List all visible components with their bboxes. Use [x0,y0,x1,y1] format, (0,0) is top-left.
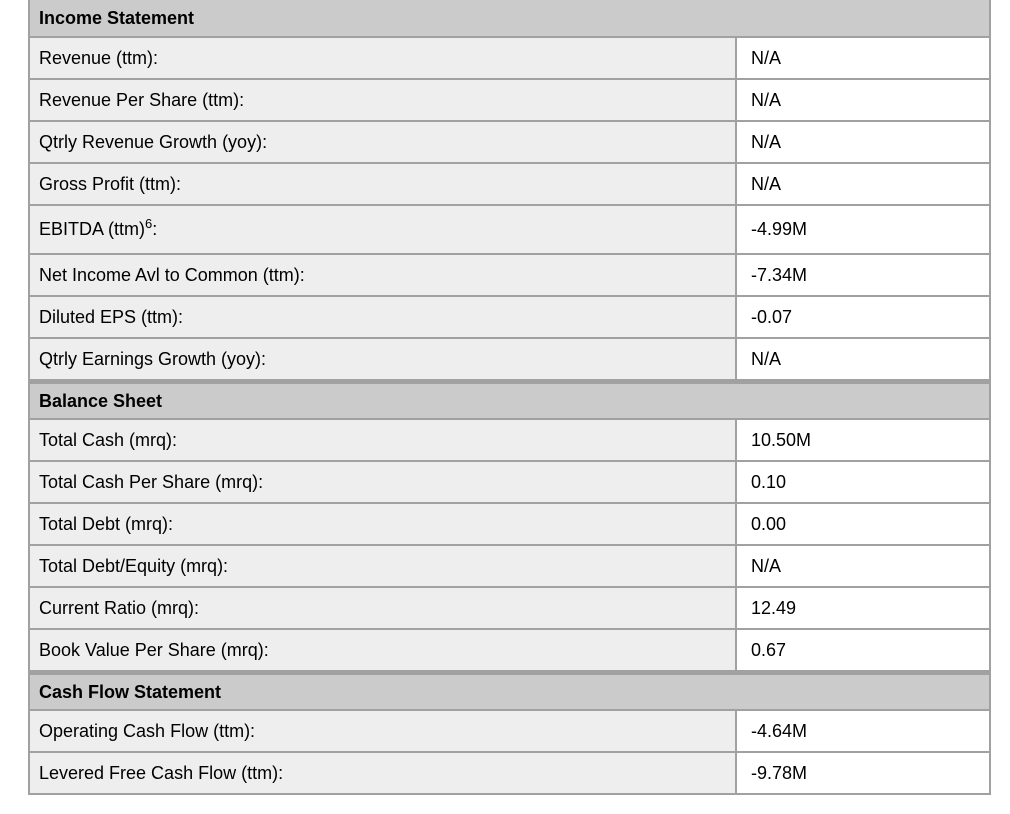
section-header-cell: Balance Sheet [27,379,992,420]
stat-label-cell: Levered Free Cash Flow (ttm): [28,751,737,795]
stat-row: Revenue (ttm): N/A [28,36,992,80]
stat-value: -4.99M [751,219,808,239]
stat-label: Total Cash (mrq): [39,429,178,450]
stat-label-cell: Qtrly Earnings Growth (yoy): [28,337,737,383]
stat-label-cell: Qtrly Revenue Growth (yoy): [28,120,737,164]
stat-label: Book Value Per Share (mrq): [39,639,269,660]
stat-label-suffix: : [152,219,158,239]
section-header-row: Balance Sheet [27,379,992,420]
financial-stats-table: Income Statement Revenue (ttm): N/A Reve… [27,0,992,795]
stat-label: Qtrly Revenue Growth (yoy): [39,131,268,152]
stat-row: EBITDA (ttm)6: -4.99M [28,204,992,255]
stat-row: Total Debt/Equity (mrq): N/A [28,544,992,588]
stat-label-cell: Total Cash (mrq): [28,418,737,462]
stat-label-cell: Operating Cash Flow (ttm): [28,709,737,753]
stat-row: Total Debt (mrq): 0.00 [28,502,992,546]
stat-label: EBITDA (ttm) [39,219,146,239]
stat-value-cell: N/A [734,78,992,122]
stat-label: Net Income Avl to Common (ttm): [39,264,305,285]
stat-label: Current Ratio (mrq): [39,597,200,618]
stat-value: 0.00 [751,513,787,534]
stat-value-cell: 0.67 [734,628,992,674]
stat-label-cell: Total Debt/Equity (mrq): [28,544,737,588]
stat-value-cell: N/A [734,120,992,164]
stat-label-cell: Diluted EPS (ttm): [28,295,737,339]
stat-value: 10.50M [751,429,812,450]
stat-value: N/A [751,348,782,369]
stat-row: Total Cash Per Share (mrq): 0.10 [28,460,992,504]
stat-value-cell: N/A [734,36,992,80]
stat-label: Qtrly Earnings Growth (yoy): [39,348,267,369]
stat-row: Qtrly Earnings Growth (yoy): N/A [28,337,992,383]
stat-row: Total Cash (mrq): 10.50M [28,418,992,462]
stat-value: N/A [751,173,782,194]
stat-label: Total Cash Per Share (mrq): [39,471,264,492]
stat-row: Revenue Per Share (ttm): N/A [28,78,992,122]
stat-label: Diluted EPS (ttm): [39,306,184,327]
stat-label: Total Debt/Equity (mrq): [39,555,229,576]
stat-label-cell: EBITDA (ttm)6: [28,204,737,255]
stat-label-cell: Total Debt (mrq): [28,502,737,546]
section-header-cell: Cash Flow Statement [27,670,992,711]
footnote-superscript: 6 [145,216,153,231]
section-title: Income Statement [39,7,195,28]
stat-value-cell: 0.00 [734,502,992,546]
stat-label-cell: Total Cash Per Share (mrq): [28,460,737,504]
stat-label: Revenue Per Share (ttm): [39,89,245,110]
stat-row: Qtrly Revenue Growth (yoy): N/A [28,120,992,164]
stat-value-cell: 12.49 [734,586,992,630]
stat-value: N/A [751,555,782,576]
section-header-row: Income Statement [27,0,992,38]
stat-label: Revenue (ttm): [39,47,159,68]
stat-value-cell: -4.99M [734,204,992,255]
stat-value: 12.49 [751,597,797,618]
stat-value-cell: -9.78M [734,751,992,795]
section-title: Cash Flow Statement [39,681,222,702]
stat-value: -0.07 [751,306,793,327]
stat-row: Book Value Per Share (mrq): 0.67 [28,628,992,674]
stat-value: N/A [751,47,782,68]
stat-label-cell: Gross Profit (ttm): [28,162,737,206]
stat-value-cell: -0.07 [734,295,992,339]
section-header-row: Cash Flow Statement [27,670,992,711]
stat-label-cell: Book Value Per Share (mrq): [28,628,737,674]
stat-value: N/A [751,131,782,152]
stat-label: Levered Free Cash Flow (ttm): [39,762,284,783]
stat-value: -4.64M [751,720,808,741]
stat-value-cell: 0.10 [734,460,992,504]
stat-label: Total Debt (mrq): [39,513,174,534]
stat-value-cell: N/A [734,544,992,588]
stat-value: -9.78M [751,762,808,783]
stat-label-cell: Revenue (ttm): [28,36,737,80]
stat-value: 0.67 [751,639,787,660]
stat-label: Gross Profit (ttm): [39,173,182,194]
stat-row: Diluted EPS (ttm): -0.07 [28,295,992,339]
stat-row: Levered Free Cash Flow (ttm): -9.78M [28,751,992,795]
stat-row: Gross Profit (ttm): N/A [28,162,992,206]
stat-label: Operating Cash Flow (ttm): [39,720,256,741]
stat-row: Operating Cash Flow (ttm): -4.64M [28,709,992,753]
stat-value: N/A [751,89,782,110]
stat-label-cell: Net Income Avl to Common (ttm): [28,253,737,297]
stat-value-cell: -7.34M [734,253,992,297]
stat-value-cell: 10.50M [734,418,992,462]
stat-label-cell: Revenue Per Share (ttm): [28,78,737,122]
financial-stats-table-body: Income Statement Revenue (ttm): N/A Reve… [27,0,992,795]
section-header-cell: Income Statement [27,0,992,38]
stat-value: 0.10 [751,471,787,492]
stat-value-cell: N/A [734,162,992,206]
stat-value-cell: -4.64M [734,709,992,753]
section-title: Balance Sheet [39,390,163,411]
stat-value-cell: N/A [734,337,992,383]
stat-row: Current Ratio (mrq): 12.49 [28,586,992,630]
stat-value: -7.34M [751,264,808,285]
stat-label-cell: Current Ratio (mrq): [28,586,737,630]
stat-row: Net Income Avl to Common (ttm): -7.34M [28,253,992,297]
